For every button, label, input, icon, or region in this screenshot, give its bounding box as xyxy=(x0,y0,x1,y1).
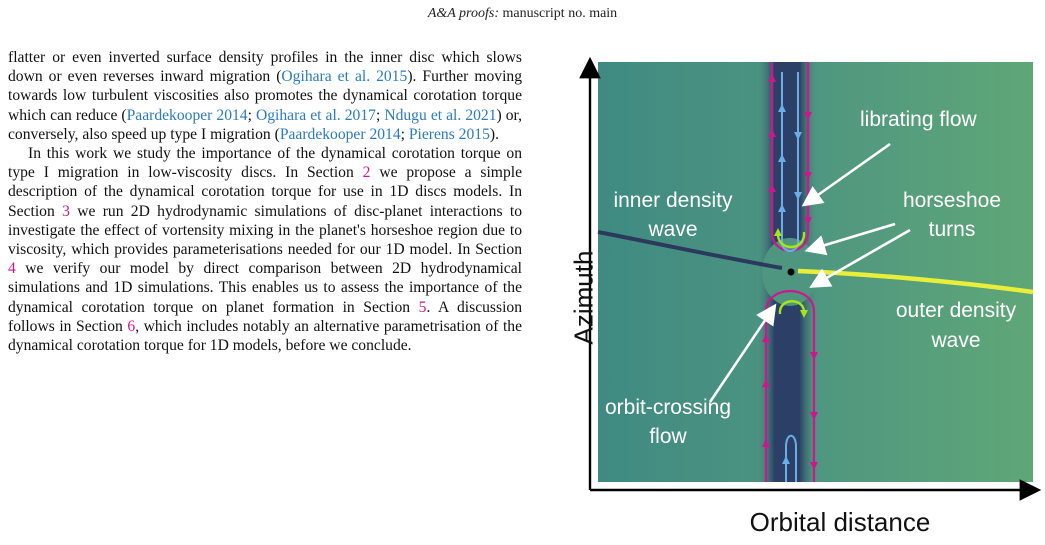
label-outer-density-wave-line2: wave xyxy=(930,329,980,352)
text-run: ). Further moving towards low turbulent … xyxy=(8,68,522,124)
citation-link[interactable]: Ndugu et al. 2021 xyxy=(384,106,497,124)
label-orbit-crossing-line2: flow xyxy=(649,425,687,448)
inner-density-wave xyxy=(597,230,783,270)
citation-link[interactable]: Ogihara et al. 2015 xyxy=(281,68,408,86)
label-inner-density-wave-line1: inner density xyxy=(613,189,733,212)
text-run: we run 2D hydrodynamic simulations of di… xyxy=(8,202,522,259)
paragraph-1: flatter or even inverted surface density… xyxy=(8,48,522,144)
green-turn-arrows xyxy=(774,228,808,318)
text-run: ; xyxy=(247,106,256,124)
annotation-arrows xyxy=(708,142,911,403)
section-link[interactable]: 4 xyxy=(8,260,16,278)
figure-flow-diagram: Azimuth Orbital distance xyxy=(560,52,1045,540)
text-run: ; xyxy=(375,106,385,124)
label-inner-density-wave-line2: wave xyxy=(647,218,697,241)
text-run: ; xyxy=(400,125,409,143)
planet-marker xyxy=(787,268,795,276)
blue-stream-arrows xyxy=(778,104,802,464)
citation-link[interactable]: Pierens 2015 xyxy=(408,125,490,143)
body-text-column: flatter or even inverted surface density… xyxy=(8,48,522,355)
section-link[interactable]: 6 xyxy=(127,317,136,335)
text-run: In this work we study the importance of … xyxy=(8,145,522,182)
paragraph-2: In this work we study the importance of … xyxy=(8,144,522,355)
text-run: ). xyxy=(489,125,499,143)
magenta-stream-arrows xyxy=(762,74,818,470)
x-axis-label: Orbital distance xyxy=(749,507,931,537)
section-link[interactable]: 3 xyxy=(62,202,70,220)
section-link[interactable]: 5 xyxy=(418,298,427,316)
label-outer-density-wave-line1: outer density xyxy=(896,299,1017,322)
section-link[interactable]: 2 xyxy=(362,164,371,182)
y-axis-label: Azimuth xyxy=(568,250,599,345)
citation-link[interactable]: Paardekooper 2014 xyxy=(279,125,401,143)
manuscript-id: manuscript no. main xyxy=(498,6,618,21)
running-header: A&A proofs: manuscript no. main xyxy=(0,6,1045,22)
text-run: ) or, conversely, also speed up type I m… xyxy=(8,106,523,143)
figure-svg: librating flow inner density wave horses… xyxy=(579,56,1042,501)
text-run: flatter or even inverted surface density… xyxy=(8,49,522,86)
journal-name: A&A proofs: xyxy=(427,6,499,21)
text-run: . A discussion follows in Section xyxy=(8,298,522,335)
citation-link[interactable]: Ogihara et al. 2017 xyxy=(255,106,376,124)
label-librating-flow: librating flow xyxy=(860,108,978,131)
citation-link[interactable]: Paardekooper 2014 xyxy=(126,106,248,124)
label-orbit-crossing-line1: orbit-crossing xyxy=(605,396,731,419)
text-run: , which includes notably an alternative … xyxy=(8,317,523,355)
text-run: we propose a simple description of the d… xyxy=(8,164,522,220)
label-horseshoe-turns-line1: horseshoe xyxy=(903,189,1001,212)
text-run: we verify our model by direct comparison… xyxy=(8,260,522,316)
blue-streamlines xyxy=(781,72,799,482)
label-horseshoe-turns-line2: turns xyxy=(929,218,976,241)
